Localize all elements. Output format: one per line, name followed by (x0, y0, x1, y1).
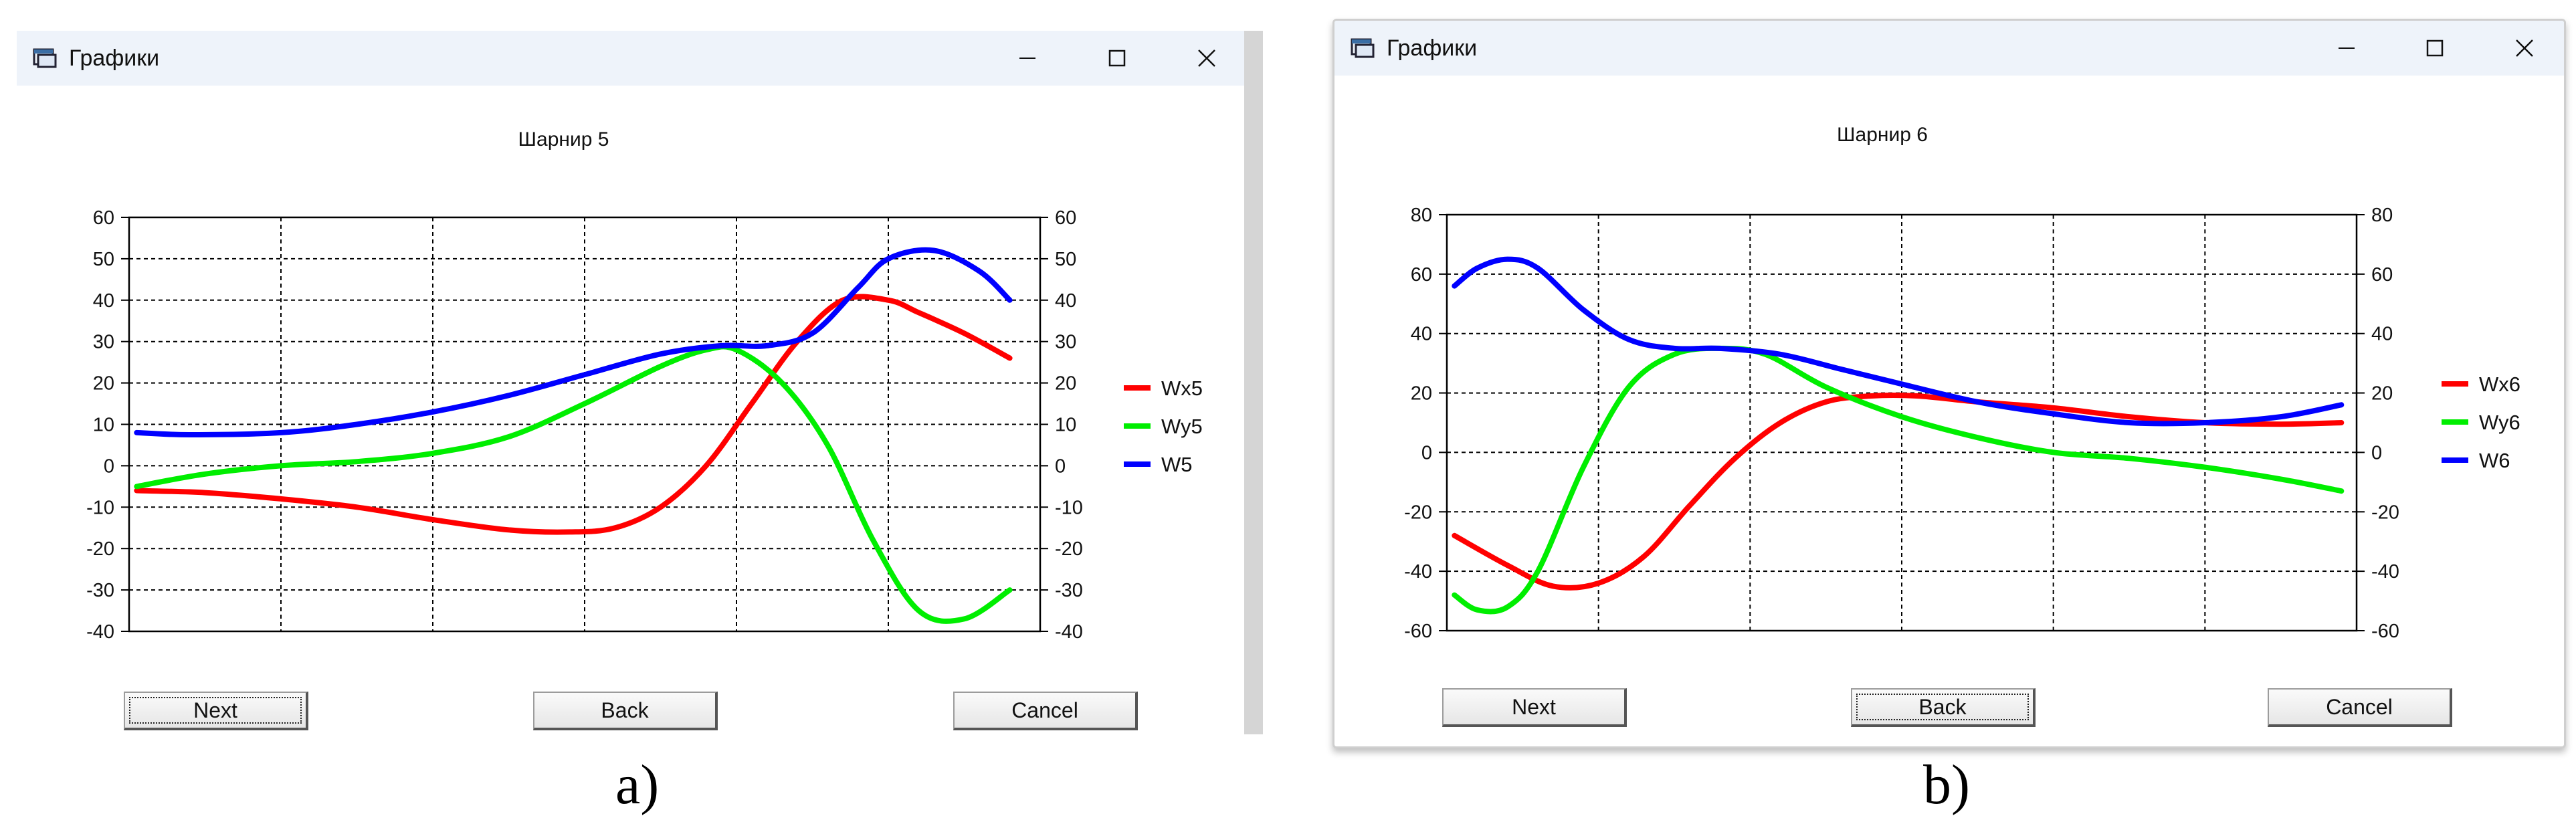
y-tick-label-right: 10 (1055, 415, 1076, 436)
back-button[interactable]: Back (533, 692, 718, 730)
legend-label-wy6: Wy6 (2479, 411, 2520, 434)
y-tick-label-left: 30 (93, 332, 114, 353)
y-tick-label-right: 50 (1055, 249, 1076, 270)
window-app-icon (33, 48, 57, 68)
y-tick-label-left: 40 (1411, 324, 1432, 345)
minimize-icon (1019, 58, 1035, 59)
close-button[interactable] (2494, 26, 2555, 70)
chart-plot: -40 -40 -30 -30 -20 -20 -10 -10 0 0 10 10 20 20 30 30 40… (86, 207, 1203, 643)
y-tick-label-left: -60 (1404, 621, 1432, 642)
y-tick-label-left: -40 (86, 621, 114, 643)
y-tick-label-right: 0 (1055, 455, 1066, 477)
y-tick-label-left: 60 (93, 207, 114, 229)
y-tick-label-right: 60 (1055, 207, 1076, 229)
caption-a: a) (615, 754, 660, 816)
minimize-button[interactable] (2316, 26, 2377, 70)
caption-b: b) (1923, 754, 1970, 816)
y-tick-label-right: 40 (2371, 324, 2393, 345)
y-tick-label-left: 80 (1411, 205, 1432, 226)
y-tick-label-left: 20 (93, 373, 114, 395)
chart-title: Шарнир 5 (518, 128, 609, 150)
maximize-button[interactable] (2405, 26, 2465, 70)
maximize-icon (1108, 49, 1126, 67)
y-tick-label-right: 60 (2371, 264, 2393, 286)
chart-plot: -60 -60 -40 -40 -20 -20 0 0 20 20 40 40 60 60 80 80 Wx6 W… (1404, 205, 2520, 642)
close-icon (2516, 39, 2533, 57)
y-tick-label-left: 0 (1421, 442, 1432, 463)
series-line-w5 (134, 247, 1013, 437)
window-graphs-a: Графики Шарнир 5 -40 -40 -30 -30 -20 -20 -10 -1… (17, 31, 1263, 734)
focus-rect (1856, 694, 2029, 720)
y-tick-label-left: 60 (1411, 264, 1432, 286)
y-tick-label-right: -60 (2371, 621, 2399, 642)
minimize-icon (2339, 47, 2355, 49)
y-tick-label-left: 0 (104, 455, 114, 477)
y-tick-label-right: 40 (1055, 290, 1076, 312)
series-line-wx5 (134, 294, 1013, 535)
legend-label-w5: W5 (1161, 453, 1193, 476)
y-tick-label-left: 10 (93, 415, 114, 436)
legend-label-wy5: Wy5 (1161, 415, 1203, 438)
y-tick-label-left: -40 (1404, 561, 1432, 583)
window-title: Графики (69, 45, 160, 71)
plot-frame (128, 216, 1042, 633)
back-button[interactable]: Back (1851, 688, 2036, 727)
series-line-w6 (1452, 256, 2345, 427)
cancel-button[interactable]: Cancel (2268, 688, 2452, 727)
next-button[interactable]: Next (124, 692, 308, 730)
close-icon (1198, 49, 1215, 67)
y-tick-label-right: -20 (1055, 538, 1083, 560)
maximize-icon (2426, 39, 2444, 57)
series-line-wy5 (134, 344, 1013, 624)
y-tick-label-left: -20 (1404, 502, 1432, 523)
y-tick-label-left: -30 (86, 580, 114, 601)
window-title: Графики (1387, 35, 1478, 61)
y-tick-label-right: 20 (1055, 373, 1076, 395)
title-bar[interactable]: Графики (17, 31, 1244, 86)
legend-label-wx6: Wx6 (2479, 373, 2520, 396)
legend-label-w6: W6 (2479, 449, 2510, 472)
focus-rect (129, 697, 302, 724)
y-tick-label-left: -20 (86, 538, 114, 560)
maximize-button[interactable] (1087, 36, 1147, 80)
y-tick-label-right: 80 (2371, 205, 2393, 226)
title-bar[interactable]: Графики (1334, 21, 2564, 76)
legend-label-wx5: Wx5 (1161, 377, 1203, 400)
y-tick-label-left: -10 (86, 497, 114, 518)
y-tick-label-right: -40 (2371, 561, 2399, 583)
chart-title: Шарнир 6 (1837, 124, 1928, 146)
close-button[interactable] (1177, 36, 1237, 80)
plot-frame (1446, 213, 2358, 632)
y-tick-label-right: -30 (1055, 580, 1083, 601)
cancel-button[interactable]: Cancel (953, 692, 1138, 730)
minimize-button[interactable] (997, 36, 1058, 80)
y-tick-label-right: 0 (2371, 442, 2382, 463)
y-tick-label-left: 20 (1411, 383, 1432, 405)
series-line-wx6 (1452, 392, 2345, 591)
y-tick-label-left: 50 (93, 249, 114, 270)
y-tick-label-right: 20 (2371, 383, 2393, 405)
window-graphs-b: Графики Шарнир 6 -60 -60 -40 -40 -20 -20 0 0 20 2… (1332, 19, 2566, 748)
window-app-icon (1351, 38, 1375, 58)
y-tick-label-right: -20 (2371, 502, 2399, 523)
next-button[interactable]: Next (1442, 688, 1627, 727)
y-tick-label-right: -40 (1055, 621, 1083, 643)
y-tick-label-right: 30 (1055, 332, 1076, 353)
series-line-wy6 (1452, 345, 2345, 615)
y-tick-label-left: 40 (93, 290, 114, 312)
y-tick-label-right: -10 (1055, 497, 1083, 518)
